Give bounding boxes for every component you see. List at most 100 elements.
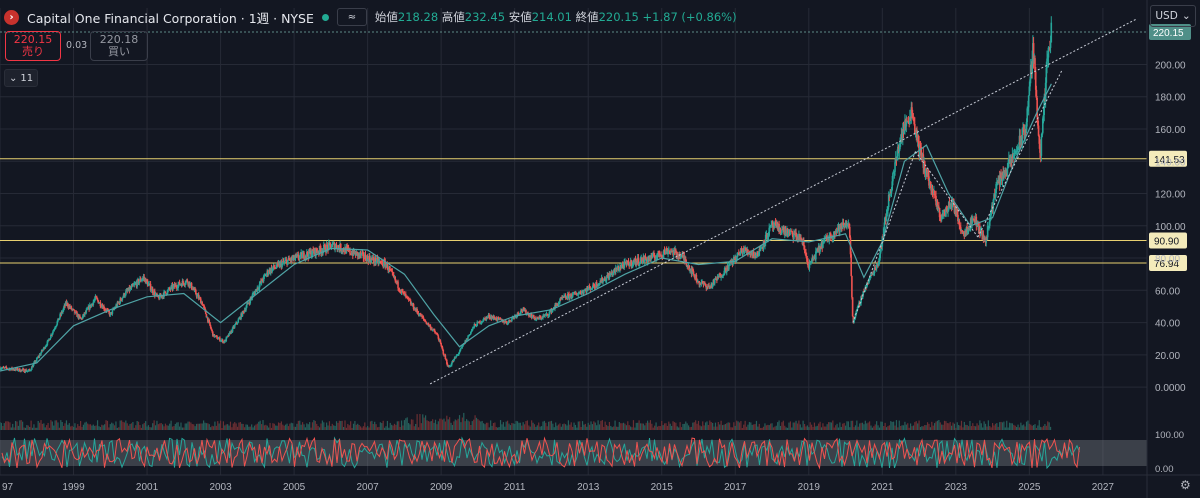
volume-bar [68, 423, 70, 430]
candle-body [55, 324, 58, 327]
candle-body [935, 195, 937, 205]
sell-button[interactable]: 220.15 売り [5, 31, 61, 61]
candle-body [511, 318, 513, 322]
candle-body [176, 288, 179, 290]
candle-body [332, 243, 334, 245]
candle-body [517, 312, 520, 314]
volume-bar [135, 425, 137, 430]
volume-bar [542, 421, 544, 430]
volume-bar [637, 422, 639, 430]
volume-bar [231, 427, 233, 430]
volume-bar [969, 420, 971, 430]
volume-bar [929, 427, 931, 430]
candle-body [606, 275, 609, 278]
candle-body [899, 142, 901, 149]
volume-bar [88, 424, 90, 430]
volume-bar [796, 423, 799, 430]
candle-body [5, 366, 8, 369]
candle-body [856, 306, 859, 310]
candle-body [641, 261, 644, 263]
volume-bar [290, 422, 292, 430]
candle-body [158, 294, 161, 300]
volume-bar [478, 420, 480, 430]
candle-body [445, 359, 447, 361]
candle-body [439, 340, 442, 344]
volume-bar [106, 420, 109, 430]
volume-bar [487, 422, 489, 430]
volume-bar [242, 423, 244, 430]
candle-body [605, 280, 607, 282]
candle-body [585, 287, 588, 293]
volume-bar [531, 420, 533, 430]
volume-bar [47, 422, 49, 430]
candle-body [743, 250, 746, 253]
volume-bar [1049, 426, 1052, 430]
volume-bar [365, 427, 367, 430]
volume-bar [181, 427, 184, 430]
volume-bar [289, 423, 291, 430]
candle-body [271, 268, 273, 272]
candle-body [1044, 82, 1047, 101]
volume-bar [259, 420, 261, 430]
volume-bar [450, 422, 452, 430]
candle-body [475, 325, 478, 327]
volume-bar [661, 420, 663, 430]
candle-body [620, 265, 623, 269]
volume-bar [276, 425, 278, 430]
volume-bar [963, 421, 965, 430]
volume-bar [238, 422, 240, 430]
volume-bar [931, 421, 933, 430]
volume-bar [556, 425, 558, 430]
buy-label: 買い [108, 45, 130, 58]
level-label: 141.53 [1154, 155, 1185, 166]
candle-body [723, 273, 725, 275]
currency-selector[interactable]: USD ⌄ [1150, 5, 1196, 27]
candle-body [398, 289, 401, 292]
volume-bar [137, 421, 140, 430]
candle-body [1031, 58, 1033, 74]
visibility-toggle-button[interactable]: ≈ [336, 8, 367, 26]
candle-body [283, 261, 286, 263]
indicators-toggle-button[interactable]: ⌄ 11 [4, 69, 38, 87]
candle-body [692, 271, 695, 275]
volume-bar [265, 424, 267, 430]
candle-body [355, 251, 358, 256]
candle-body [945, 207, 947, 217]
candle-body [245, 307, 247, 311]
volume-bar [767, 424, 769, 430]
candle-body [530, 314, 533, 318]
volume-bar [1016, 426, 1018, 430]
settings-gear-icon[interactable]: ⚙ [1180, 478, 1191, 492]
volume-bar [924, 425, 926, 430]
volume-bar [723, 424, 725, 430]
volume-bar [842, 423, 844, 430]
volume-bar [436, 424, 438, 430]
candle-body [238, 318, 240, 320]
candle-body [6, 368, 8, 370]
volume-bar [293, 426, 295, 430]
volume-bar [972, 423, 974, 430]
volume-bar [352, 423, 355, 430]
volume-bar [125, 420, 127, 430]
candle-body [195, 289, 197, 295]
buy-button[interactable]: 220.18 買い [90, 31, 148, 61]
candle-body [836, 230, 838, 232]
volume-bar [111, 422, 113, 430]
volume-bar [184, 423, 186, 430]
volume-bar [228, 425, 230, 430]
candle-body [547, 314, 549, 317]
volume-bar [827, 422, 830, 430]
volume-bar [891, 421, 893, 430]
candle-body [98, 302, 100, 304]
candle-body [1050, 22, 1053, 43]
candle-body [79, 317, 82, 319]
candle-body [503, 322, 506, 324]
candle-body [1013, 154, 1015, 159]
level-label-box [1149, 232, 1187, 249]
candle-body [844, 224, 846, 228]
volume-bar [680, 427, 683, 430]
symbol-title[interactable]: Capital One Financial Corporation · 1週 ·… [27, 10, 314, 26]
volume-bar [29, 426, 31, 430]
volume-bar [195, 423, 198, 430]
